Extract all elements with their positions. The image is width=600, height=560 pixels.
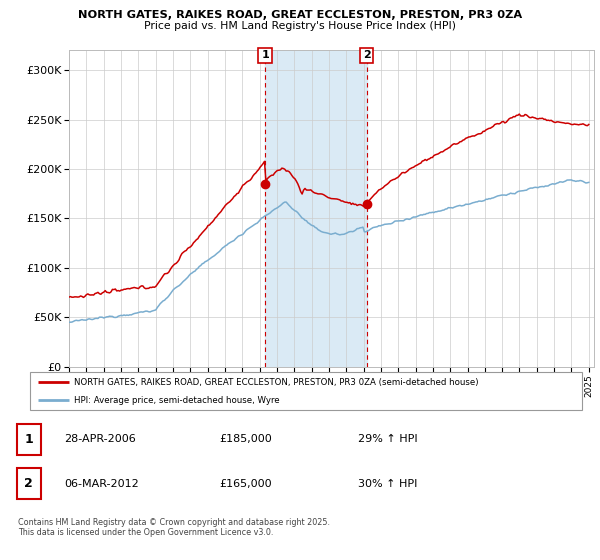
Text: 29% ↑ HPI: 29% ↑ HPI xyxy=(358,435,417,445)
Bar xyxy=(17,424,41,455)
Bar xyxy=(17,468,41,500)
Text: 06-MAR-2012: 06-MAR-2012 xyxy=(64,479,139,489)
Bar xyxy=(265,50,367,367)
Text: Price paid vs. HM Land Registry's House Price Index (HPI): Price paid vs. HM Land Registry's House … xyxy=(144,21,456,31)
Text: £185,000: £185,000 xyxy=(220,435,272,445)
Text: 2: 2 xyxy=(363,50,371,60)
Text: NORTH GATES, RAIKES ROAD, GREAT ECCLESTON, PRESTON, PR3 0ZA: NORTH GATES, RAIKES ROAD, GREAT ECCLESTO… xyxy=(78,10,522,20)
Text: 30% ↑ HPI: 30% ↑ HPI xyxy=(358,479,417,489)
Text: NORTH GATES, RAIKES ROAD, GREAT ECCLESTON, PRESTON, PR3 0ZA (semi-detached house: NORTH GATES, RAIKES ROAD, GREAT ECCLESTO… xyxy=(74,377,479,386)
Text: 1: 1 xyxy=(261,50,269,60)
Text: 1: 1 xyxy=(25,433,33,446)
Text: £165,000: £165,000 xyxy=(220,479,272,489)
Text: 28-APR-2006: 28-APR-2006 xyxy=(64,435,136,445)
Text: Contains HM Land Registry data © Crown copyright and database right 2025.
This d: Contains HM Land Registry data © Crown c… xyxy=(18,518,330,538)
Text: 2: 2 xyxy=(25,477,33,490)
Text: HPI: Average price, semi-detached house, Wyre: HPI: Average price, semi-detached house,… xyxy=(74,396,280,405)
